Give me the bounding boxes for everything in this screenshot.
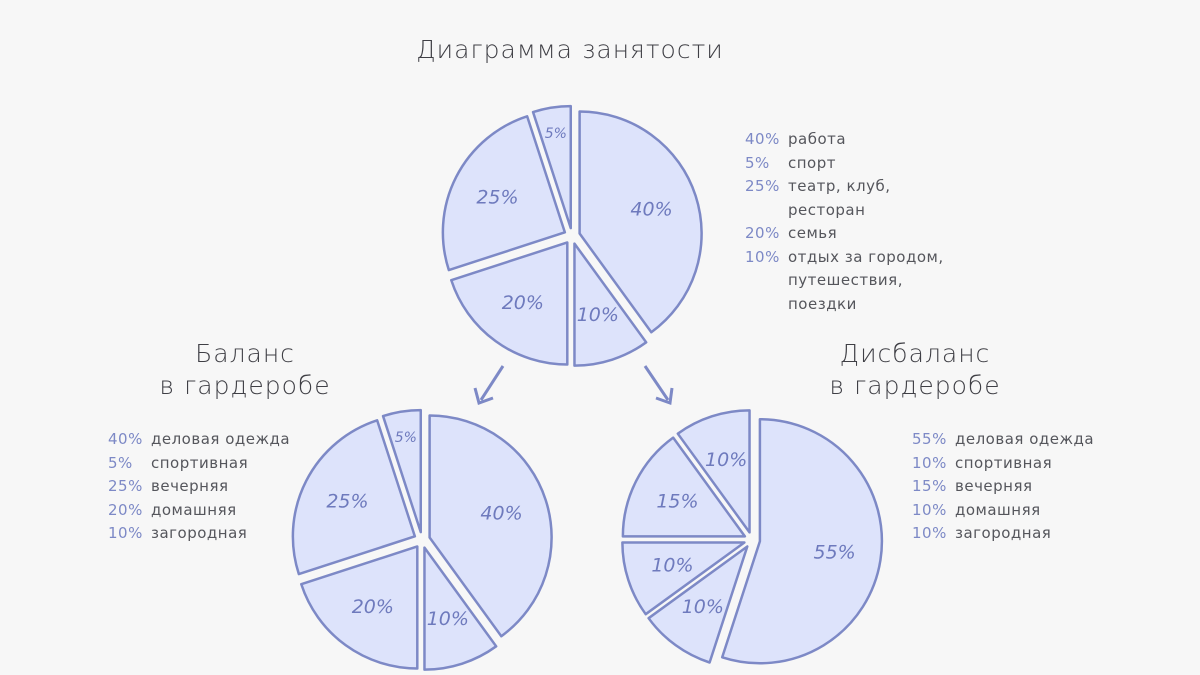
legend-label: спортивная [151,453,249,472]
slice-label: 5% [545,126,567,142]
legend-label: вечерняя [151,477,229,495]
legend-label: вечерняя [955,477,1033,495]
slice-label: 40% [480,503,522,525]
legend-item: 10% отдых за городом, путешествия, поездк… [745,246,973,317]
legend-label: деловая одежда [955,430,1095,448]
legend-value: 20% [745,224,780,242]
slice-label: 55% [813,542,855,564]
pie-slice [291,419,417,576]
slice-label: 20% [352,596,394,618]
legend-item: 10% загородная [108,522,290,546]
slice-label: 20% [502,292,544,314]
pie-slice [676,409,751,534]
pie-slice [428,414,553,638]
legend-value: 20% [108,500,143,519]
chart-title: Баланс в гардеробе [159,339,331,400]
legend-value: 15% [912,477,947,495]
slice-label: 25% [326,491,368,513]
legend-item: 40% работа [745,128,973,152]
pie-slice [647,545,749,664]
legend-label: отдых за городом, путешествия, поездки [788,247,944,313]
chart-title: Диаграмма занятости [416,35,724,64]
legend-value: 10% [912,524,947,542]
legend-item: 5% спортивная [108,452,290,476]
slice-label: 10% [577,304,619,326]
slice-label: 15% [656,491,698,513]
legend-label: загородная [151,524,248,542]
pie-slice [441,115,567,272]
pie-slice [300,545,419,670]
legend-value: 10% [912,453,947,472]
legend-item: 40% деловая одежда [108,428,290,452]
pie-slice [381,408,422,534]
legend-item: 10% спортивная [912,452,1094,476]
pie-slice [573,242,648,367]
legend: 40% деловая одежда 5% спортивная 25% вечерняя… [108,428,290,546]
legend: 55% деловая одежда 10% спортивная 15% вечерня… [912,428,1094,546]
legend-value: 5% [745,153,770,172]
legend-label: театр, клуб, ресторан [788,177,891,219]
pie-slice [578,110,703,334]
slice-label: 10% [682,596,724,618]
legend-label: спортивная [955,453,1053,472]
legend-item: 55% деловая одежда [912,428,1094,452]
legend-value: 5% [108,453,133,472]
legend-value: 25% [745,177,780,195]
pie-slice [720,418,884,665]
pie-slice [423,546,498,671]
legend-label: деловая одежда [151,430,291,448]
legend-item: 25% театр, клуб, ресторан [745,175,973,222]
pie-slice [450,241,569,366]
legend-item: 25% вечерняя [108,475,290,499]
legend-value: 40% [745,130,780,148]
legend-item: 20% семья [745,222,973,246]
slice-label: 5% [395,430,417,446]
legend-label: загородная [955,524,1052,542]
slice-label: 10% [651,554,693,576]
chart-title: Дисбаланс в гардеробе [829,339,1001,400]
legend-value: 25% [108,477,143,495]
slice-label: 10% [705,449,747,471]
slice-label: 40% [630,199,672,221]
slice-label: 10% [427,608,469,630]
legend-value: 10% [745,247,780,266]
legend: 40% работа 5% спорт 25% театр, клуб, ресторан… [745,128,973,316]
arrow [643,365,674,406]
arrow [473,365,505,405]
pie-slice [621,541,746,616]
legend-item: 20% домашняя [108,499,290,523]
legend-value: 10% [912,500,947,519]
legend-item: 5% спорт [745,152,973,176]
legend-label: домашняя [151,500,237,519]
pie-slice [621,436,747,538]
legend-item: 10% домашняя [912,499,1094,523]
legend-label: работа [788,130,847,148]
legend-item: 15% вечерняя [912,475,1094,499]
legend-value: 40% [108,430,143,448]
legend-item: 10% загородная [912,522,1094,546]
legend-value: 10% [108,524,143,542]
legend-label: домашняя [955,500,1041,519]
pie-slice [531,104,572,230]
slice-label: 25% [476,187,518,209]
legend-label: спорт [788,153,836,172]
legend-label: семья [788,224,838,242]
legend-value: 55% [912,430,947,448]
